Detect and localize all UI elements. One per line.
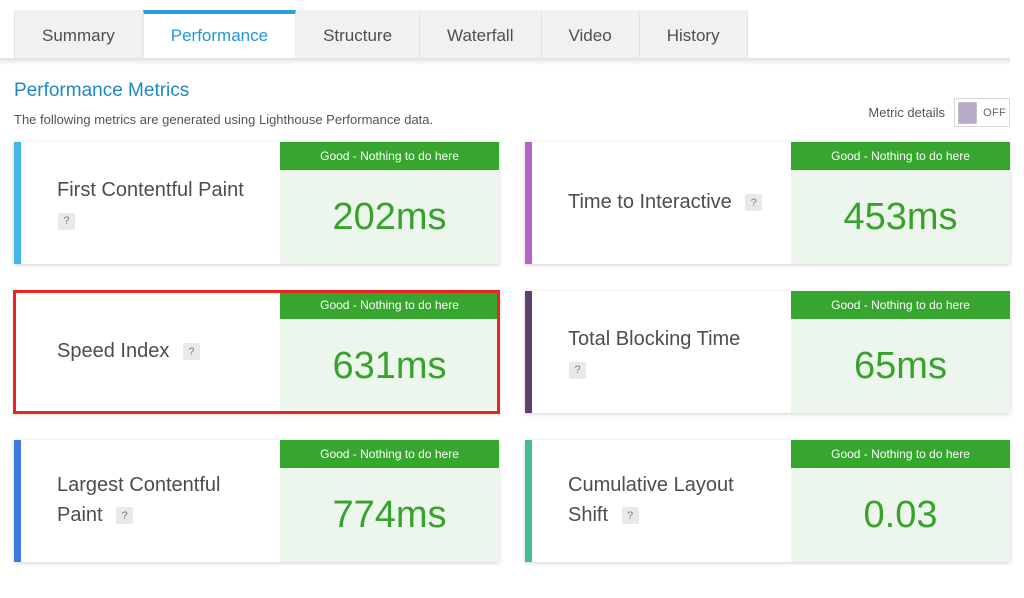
metric-details-toggle[interactable]: OFF (954, 98, 1010, 127)
metric-value: 774ms (280, 468, 499, 562)
metric-card-time-to-interactive: Time to Interactive ? Good - Nothing to … (525, 142, 1010, 264)
help-icon[interactable]: ? (621, 507, 639, 525)
metric-value: 0.03 (791, 468, 1010, 562)
tab-video[interactable]: Video (541, 10, 640, 58)
metric-value: 453ms (791, 170, 1010, 264)
help-icon[interactable]: ? (58, 212, 75, 230)
status-banner: Good - Nothing to do here (791, 142, 1010, 170)
status-banner: Good - Nothing to do here (791, 440, 1010, 468)
metric-title: Time to Interactive (568, 191, 732, 214)
tab-performance[interactable]: Performance (142, 10, 297, 58)
metric-details-label: Metric details (868, 105, 945, 120)
metric-details-control: Metric details OFF (868, 98, 1010, 127)
tab-waterfall[interactable]: Waterfall (420, 10, 542, 58)
tab-bar-shadow (0, 58, 1010, 65)
metrics-grid: First Contentful Paint ? Good - Nothing … (13, 142, 1010, 562)
tab-summary[interactable]: Summary (14, 10, 143, 58)
tab-history[interactable]: History (639, 10, 748, 58)
metric-title: First Contentful Paint (57, 179, 244, 202)
status-banner: Good - Nothing to do here (280, 142, 499, 170)
help-icon[interactable]: ? (745, 194, 763, 212)
metric-title: Largest Contentful Paint (57, 474, 221, 526)
toggle-state-text: OFF (983, 106, 1006, 119)
accent-bar (525, 142, 532, 264)
help-icon[interactable]: ? (569, 361, 586, 379)
status-banner: Good - Nothing to do here (791, 291, 1010, 319)
page-title: Performance Metrics (14, 80, 190, 101)
metric-value: 65ms (791, 319, 1010, 413)
metric-title: Speed Index (57, 340, 170, 363)
accent-bar (14, 142, 21, 264)
accent-bar (14, 440, 21, 562)
status-banner: Good - Nothing to do here (280, 440, 499, 468)
metric-card-largest-contentful-paint: Largest Contentful Paint ? Good - Nothin… (14, 440, 499, 562)
performance-panel: Performance Metrics The following metric… (0, 65, 1024, 562)
help-icon[interactable]: ? (116, 507, 134, 525)
accent-bar (525, 440, 532, 562)
help-icon[interactable]: ? (182, 343, 200, 361)
metric-value: 631ms (280, 319, 499, 413)
metric-card-first-contentful-paint: First Contentful Paint ? Good - Nothing … (14, 142, 499, 264)
status-banner: Good - Nothing to do here (280, 291, 499, 319)
metric-value: 202ms (280, 170, 499, 264)
metric-card-speed-index: Speed Index ? Good - Nothing to do here … (13, 290, 500, 414)
metric-title: Cumulative Layout Shift (568, 474, 734, 526)
page-subtitle: The following metrics are generated usin… (14, 112, 434, 127)
metric-card-cumulative-layout-shift: Cumulative Layout Shift ? Good - Nothing… (525, 440, 1010, 562)
tab-structure[interactable]: Structure (296, 10, 421, 58)
metric-title: Total Blocking Time (568, 328, 741, 351)
accent-bar (525, 291, 532, 413)
tab-bar: Summary Performance Structure Waterfall … (14, 10, 1024, 58)
metric-card-total-blocking-time: Total Blocking Time ? Good - Nothing to … (525, 291, 1010, 413)
toggle-knob[interactable] (958, 101, 978, 124)
